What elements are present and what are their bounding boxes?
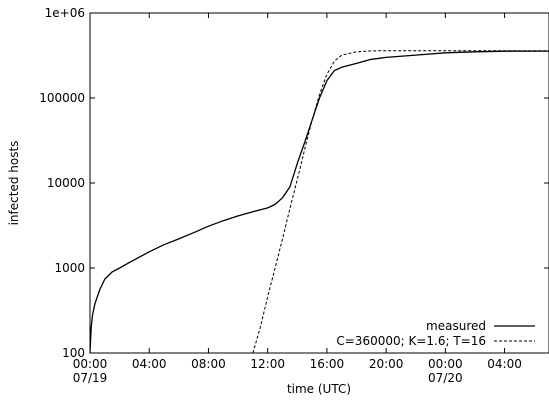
x-tick-label: 04:00 (487, 357, 522, 371)
plot-frame (89, 12, 549, 354)
series-line-model (252, 50, 549, 354)
x-tick-label: 20:00 (369, 357, 404, 371)
x-tick-label: 16:00 (310, 357, 345, 371)
y-tick-label: 100000 (39, 91, 85, 105)
x-tick-label: 00:00 (428, 357, 463, 371)
x-tick-label: 04:00 (132, 357, 167, 371)
legend-label-model: C=360000; K=1.6; T=16 (336, 334, 486, 348)
y-tick-label: 100 (62, 346, 85, 360)
legend-label-measured: measured (426, 319, 486, 333)
x-axis-title: time (UTC) (287, 382, 351, 396)
series-line-measured (89, 50, 549, 354)
x-tick-label: 08:00 (191, 357, 226, 371)
lines-layer (89, 50, 549, 354)
legend: measured C=360000; K=1.6; T=16 (336, 319, 535, 348)
x-tick-date-label: 07/19 (73, 371, 108, 385)
x-tick-label: 12:00 (250, 357, 285, 371)
y-axis-title: infected hosts (7, 141, 21, 226)
x-tick-date-label: 07/20 (428, 371, 463, 385)
x-tick-label: 00:00 (73, 357, 108, 371)
y-tick-label: 10000 (47, 176, 85, 190)
y-tick-label: 1000 (54, 261, 85, 275)
y-tick-label: 1e+06 (45, 6, 85, 20)
